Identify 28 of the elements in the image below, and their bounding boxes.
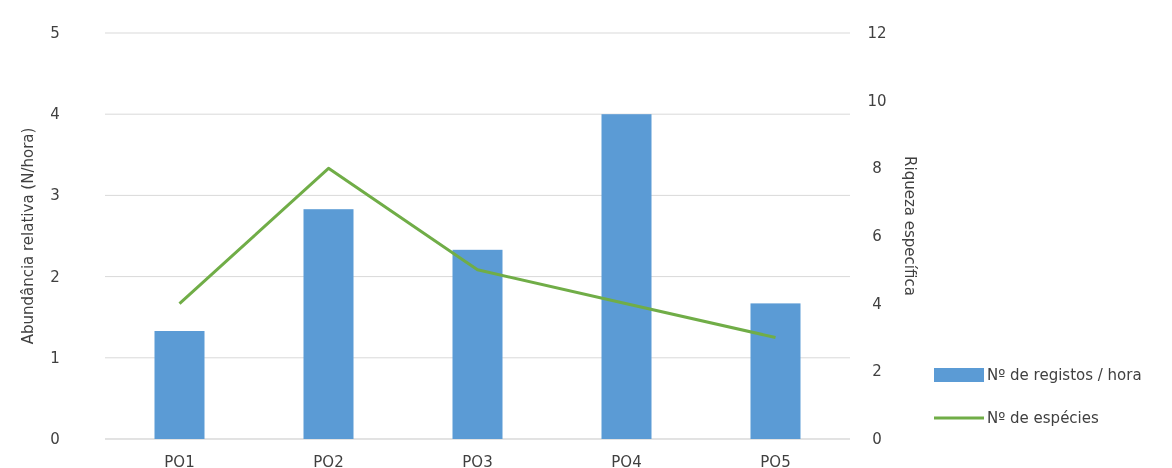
y-axis-title: Abundância relativa (N/hora) (19, 127, 37, 345)
x-tick-label: PO2 (313, 453, 344, 468)
y2-tick-label: 8 (872, 159, 882, 178)
y-tick-label: 5 (50, 24, 60, 42)
y2-axis-title: Riqueza específica (901, 156, 919, 296)
y-tick-label: 3 (50, 186, 60, 205)
y-tick-label: 1 (50, 348, 60, 367)
y2-tick-label: 6 (872, 227, 882, 245)
y2-tick-label: 12 (867, 24, 887, 42)
bar (154, 331, 205, 439)
x-tick-label: PO4 (611, 453, 642, 468)
bar (750, 303, 801, 439)
x-tick-label: PO1 (164, 453, 195, 468)
y-tick-label: 0 (50, 430, 60, 448)
y2-tick-label: 2 (872, 362, 882, 381)
legend-label: Nº de registos / hora (987, 366, 1142, 384)
y2-tick-label: 10 (867, 91, 887, 110)
x-tick-label: PO5 (760, 453, 791, 468)
bar (601, 114, 652, 439)
bar (452, 249, 503, 439)
line-series (178, 166, 777, 339)
y-tick-label: 4 (50, 105, 60, 124)
legend-label: Nº de espécies (987, 409, 1100, 427)
y-tick-label: 2 (50, 267, 60, 286)
bar (303, 209, 354, 439)
y2-tick-label: 4 (872, 294, 882, 313)
x-tick-label: PO3 (462, 453, 493, 468)
y2-tick-label: 0 (872, 430, 882, 448)
